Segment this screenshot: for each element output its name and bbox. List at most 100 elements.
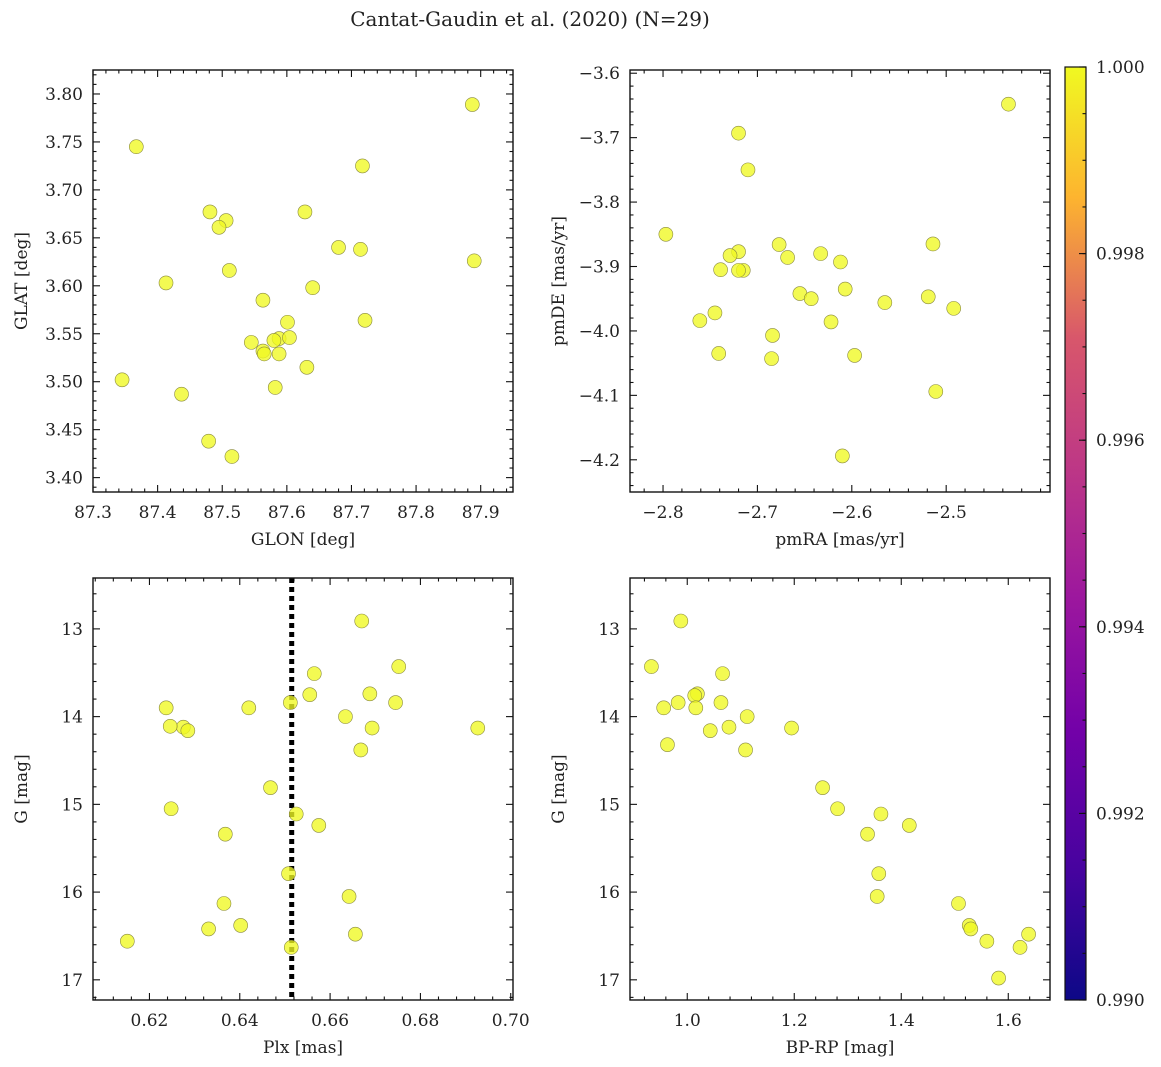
y-axis-label: G [mag] bbox=[549, 754, 569, 823]
y-tick-label: 14 bbox=[61, 708, 83, 728]
y-tick-label: 3.55 bbox=[45, 325, 83, 345]
x-tick-label: 87.6 bbox=[268, 503, 306, 523]
data-point bbox=[660, 737, 675, 752]
x-tick-label: −2.6 bbox=[831, 503, 872, 523]
x-axis-label: Plx [mas] bbox=[263, 1038, 343, 1058]
y-tick-label: 15 bbox=[61, 795, 83, 815]
data-point bbox=[470, 720, 486, 736]
data-point bbox=[354, 613, 370, 629]
axes-frame bbox=[92, 69, 514, 493]
data-point bbox=[263, 780, 278, 795]
data-point bbox=[673, 613, 689, 629]
data-point bbox=[216, 896, 232, 911]
data-point bbox=[707, 305, 723, 321]
y-axis-label: GLAT [deg] bbox=[12, 232, 32, 330]
data-point bbox=[833, 254, 848, 270]
y-tick-label: 13 bbox=[61, 620, 83, 640]
data-point bbox=[267, 380, 283, 395]
colorbar-tick-label: 0.998 bbox=[1096, 245, 1145, 265]
data-point bbox=[713, 262, 728, 278]
data-point bbox=[158, 700, 174, 716]
data-point bbox=[963, 921, 979, 937]
data-point bbox=[764, 351, 779, 366]
data-point bbox=[925, 236, 941, 252]
data-point bbox=[391, 659, 407, 674]
colorbar-tick-label: 0.992 bbox=[1096, 804, 1145, 824]
data-point bbox=[283, 695, 298, 710]
x-axis-label: pmRA [mas/yr] bbox=[775, 530, 904, 550]
axes-frame bbox=[629, 577, 1051, 1001]
data-point bbox=[692, 313, 708, 328]
data-point bbox=[873, 806, 889, 822]
data-point bbox=[871, 866, 887, 881]
data-point bbox=[163, 801, 179, 817]
data-point bbox=[837, 281, 853, 297]
x-tick-label: 1.6 bbox=[995, 1011, 1022, 1031]
y-tick-label: 17 bbox=[61, 971, 83, 991]
data-point bbox=[388, 695, 403, 710]
y-tick-label: −3.8 bbox=[579, 193, 620, 213]
data-point bbox=[784, 720, 799, 736]
data-point bbox=[711, 346, 727, 361]
data-point bbox=[1001, 96, 1016, 112]
data-point bbox=[722, 248, 738, 263]
data-point bbox=[979, 933, 995, 949]
data-point bbox=[920, 289, 936, 305]
x-tick-label: 87.7 bbox=[333, 503, 371, 523]
colorbar-tick-label: 0.994 bbox=[1096, 618, 1145, 638]
data-point bbox=[348, 926, 363, 942]
y-tick-label: 3.40 bbox=[45, 469, 83, 489]
panel-plx-g: 0.62 0.64 0.66 0.68 0.70 13 14 15 16 17 Plx [mas] G… bbox=[12, 577, 530, 1058]
x-tick-label: 0.62 bbox=[131, 1011, 169, 1031]
y-tick-label: 3.50 bbox=[45, 373, 83, 393]
data-point bbox=[803, 291, 819, 307]
data-point bbox=[255, 292, 271, 308]
x-axis-label: GLON [deg] bbox=[251, 530, 355, 550]
data-point bbox=[288, 806, 304, 822]
data-point bbox=[120, 933, 135, 949]
data-point bbox=[362, 686, 378, 702]
colorbar-tick-label: 0.996 bbox=[1096, 431, 1145, 451]
data-point bbox=[244, 335, 259, 350]
data-point bbox=[991, 970, 1006, 986]
data-point bbox=[162, 718, 178, 734]
x-tick-label: 0.66 bbox=[311, 1011, 349, 1031]
colorbar: 0.990 0.992 0.994 0.996 0.998 1.000 bbox=[1064, 58, 1145, 1011]
data-point bbox=[731, 263, 746, 278]
data-point bbox=[813, 246, 828, 261]
x-tick-label: 0.64 bbox=[221, 1011, 259, 1031]
data-point bbox=[331, 240, 346, 255]
y-axis-label: G [mag] bbox=[12, 754, 32, 823]
y-tick-label: 17 bbox=[598, 971, 620, 991]
data-point bbox=[174, 386, 189, 402]
data-point bbox=[283, 940, 299, 955]
y-tick-label: −3.6 bbox=[579, 64, 620, 84]
data-point bbox=[305, 280, 320, 296]
y-axis-label: pmDE [mas/yr] bbox=[549, 216, 569, 346]
data-point bbox=[211, 219, 227, 235]
y-tick-label: 14 bbox=[598, 708, 620, 728]
data-point bbox=[721, 719, 737, 735]
data-point bbox=[297, 204, 313, 220]
data-point bbox=[739, 709, 755, 724]
data-point bbox=[114, 372, 130, 388]
y-tick-label: 3.45 bbox=[45, 421, 83, 441]
x-tick-label: 87.3 bbox=[74, 503, 112, 523]
data-point bbox=[670, 695, 686, 710]
data-point bbox=[815, 780, 830, 795]
data-point bbox=[306, 666, 322, 681]
y-tick-label: −4.0 bbox=[579, 322, 620, 342]
data-point bbox=[266, 333, 282, 348]
data-point bbox=[466, 253, 482, 269]
data-point bbox=[222, 263, 237, 278]
data-point bbox=[299, 360, 315, 375]
data-point bbox=[687, 688, 703, 703]
y-tick-label: −4.2 bbox=[579, 451, 620, 471]
colorbar-tick-label: 1.000 bbox=[1096, 58, 1145, 78]
figure-title: Cantat-Gaudin et al. (2020) (N=29) bbox=[350, 7, 710, 31]
data-point bbox=[464, 97, 480, 112]
data-point bbox=[731, 125, 746, 141]
x-tick-label: −2.5 bbox=[926, 503, 967, 523]
data-point bbox=[201, 433, 216, 449]
data-point bbox=[765, 328, 780, 343]
